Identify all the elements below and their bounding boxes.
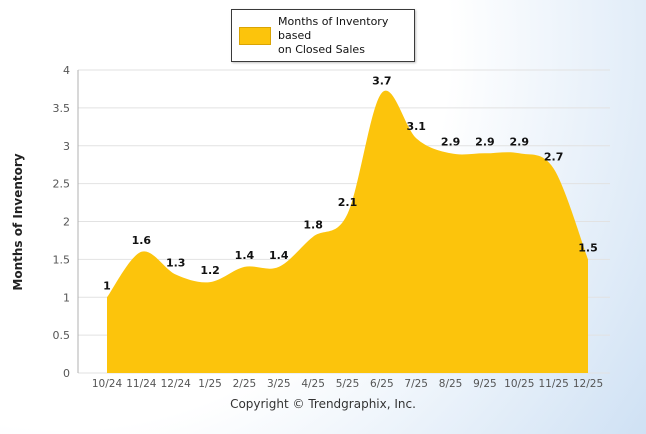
data-label: 2.9 [510, 135, 530, 148]
data-label: 1.4 [269, 249, 289, 262]
data-label: 2.7 [544, 150, 564, 163]
data-label: 1 [103, 279, 111, 292]
x-tick-label: 12/25 [573, 378, 603, 390]
legend-label: Months of Inventory based on Closed Sale… [278, 15, 406, 56]
area-series [107, 90, 588, 373]
legend-label-line2: on Closed Sales [278, 42, 365, 56]
data-label: 1.3 [166, 257, 186, 270]
x-tick-label: 10/24 [92, 378, 123, 390]
y-tick-label: 4 [63, 64, 70, 77]
y-tick-label: 0 [63, 367, 70, 380]
copyright-text: Copyright © Trendgraphix, Inc. [230, 397, 416, 411]
data-label: 2.9 [475, 135, 495, 148]
x-tick-label: 12/24 [161, 378, 192, 390]
data-label: 3.1 [406, 120, 426, 133]
x-tick-label: 4/25 [301, 378, 325, 390]
x-tick-label: 5/25 [336, 378, 360, 390]
y-tick-label: 3 [63, 140, 70, 153]
x-tick-label: 6/25 [370, 378, 394, 390]
x-tick-label: 2/25 [233, 378, 257, 390]
x-tick-label: 10/25 [504, 378, 534, 390]
data-label: 1.8 [303, 219, 323, 232]
x-tick-label: 3/25 [267, 378, 291, 390]
x-tick-label: 11/25 [539, 378, 569, 390]
x-tick-label: 11/24 [126, 378, 157, 390]
x-tick-label: 8/25 [439, 378, 463, 390]
data-label: 3.7 [372, 75, 392, 88]
data-label: 2.1 [338, 196, 358, 209]
legend-label-line1: Months of Inventory based [278, 15, 389, 42]
data-label: 1.6 [132, 234, 152, 247]
x-tick-label: 1/25 [198, 378, 222, 390]
chart-legend: Months of Inventory based on Closed Sale… [231, 9, 415, 63]
y-tick-label: 2.5 [53, 178, 71, 191]
data-label: 1.5 [578, 241, 598, 254]
data-label: 1.2 [200, 264, 220, 277]
legend-swatch-icon [239, 26, 271, 45]
y-tick-label: 0.5 [53, 329, 71, 342]
y-tick-label: 2 [63, 216, 70, 229]
data-label: 1.4 [235, 249, 255, 262]
data-label: 2.9 [441, 135, 461, 148]
y-tick-label: 1 [63, 291, 70, 304]
y-tick-label: 1.5 [53, 253, 71, 266]
y-axis-title: Months of Inventory [11, 153, 25, 291]
x-tick-label: 7/25 [404, 378, 428, 390]
y-tick-label: 3.5 [53, 102, 71, 115]
x-tick-label: 9/25 [473, 378, 497, 390]
